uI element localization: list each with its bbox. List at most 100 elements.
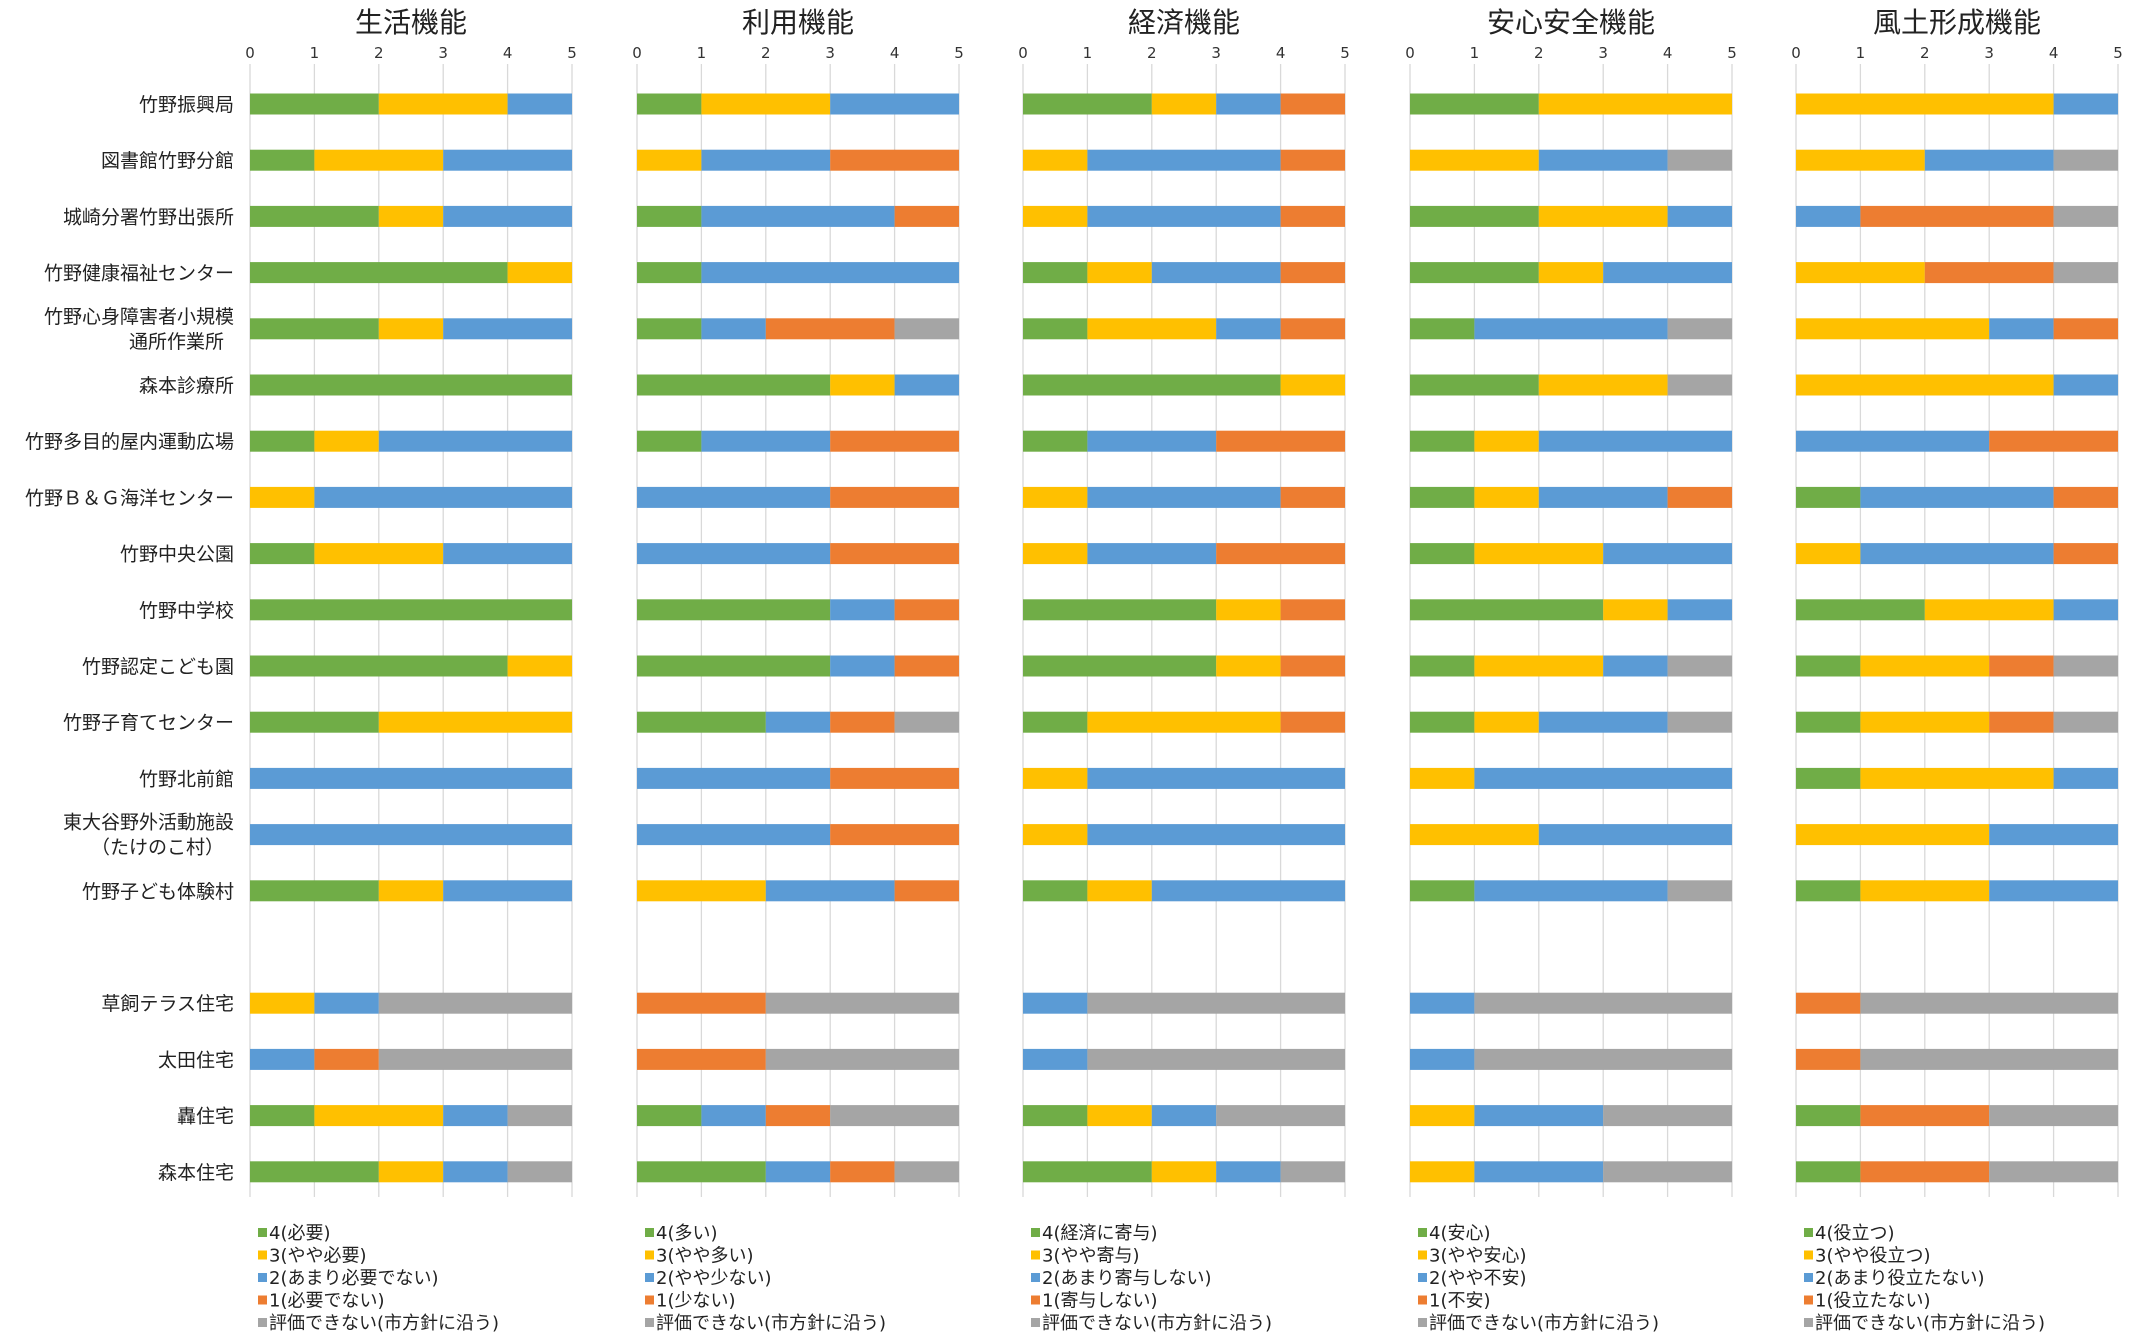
tick-label-3-3: 3 xyxy=(1598,44,1608,62)
tick-label-0-0: 0 xyxy=(245,44,255,62)
tick-label-1-3: 3 xyxy=(825,44,835,62)
legend-label-0-2: 2(あまり必要でない) xyxy=(269,1268,439,1289)
bar-0-18-2 xyxy=(443,1105,508,1127)
bar-3-5-0 xyxy=(1410,374,1539,396)
bar-0-14-0 xyxy=(250,880,379,902)
bar-4-11-3 xyxy=(1989,711,2054,733)
bar-1-0-1 xyxy=(701,93,831,115)
legend-label-4-2: 2(あまり役立たない) xyxy=(1815,1268,1985,1289)
bar-1-14-3 xyxy=(894,880,959,902)
category-label-2: 城崎分署竹野出張所 xyxy=(63,206,234,228)
bar-2-2-3 xyxy=(1280,205,1345,227)
bar-1-6-2 xyxy=(701,430,831,452)
category-label-1: 図書館竹野分館 xyxy=(101,150,234,172)
bar-4-7-3 xyxy=(2053,486,2118,508)
bar-3-5-1 xyxy=(1538,374,1668,396)
bar-0-17-2 xyxy=(250,1048,315,1070)
legend-swatch-1-3 xyxy=(645,1295,654,1305)
bar-4-17-4 xyxy=(1860,1048,2118,1070)
bar-2-6-0 xyxy=(1023,430,1088,452)
legend-label-2-3: 1(寄与しない) xyxy=(1042,1291,1158,1312)
bar-4-12-0 xyxy=(1796,767,1861,789)
bar-3-2-0 xyxy=(1410,205,1539,227)
bar-3-19-4 xyxy=(1603,1161,1732,1183)
bar-3-9-2 xyxy=(1667,599,1732,621)
bar-2-9-1 xyxy=(1216,599,1281,621)
bar-2-4-1 xyxy=(1087,318,1217,340)
bar-2-5-0 xyxy=(1023,374,1281,396)
tick-label-2-5: 5 xyxy=(1340,44,1350,62)
legend-swatch-3-0 xyxy=(1418,1228,1427,1237)
bar-0-7-1 xyxy=(250,486,315,508)
bar-2-13-1 xyxy=(1023,824,1088,846)
bar-2-16-4 xyxy=(1087,992,1345,1014)
bar-0-1-1 xyxy=(314,149,444,171)
tick-label-2-3: 3 xyxy=(1211,44,1221,62)
bar-3-0-1 xyxy=(1538,93,1732,115)
legend-label-1-2: 2(やや少ない) xyxy=(656,1268,772,1289)
bar-2-4-3 xyxy=(1280,318,1345,340)
tick-label-3-5: 5 xyxy=(1727,44,1737,62)
legend-swatch-1-1 xyxy=(645,1250,654,1260)
bar-1-0-2 xyxy=(830,93,959,115)
legend-swatch-3-2 xyxy=(1418,1273,1427,1282)
bar-0-13-2 xyxy=(250,824,572,846)
bar-3-3-1 xyxy=(1538,262,1604,284)
bar-0-6-1 xyxy=(314,430,379,452)
bar-0-6-2 xyxy=(378,430,572,452)
tick-label-2-1: 1 xyxy=(1083,44,1093,62)
tick-label-2-0: 0 xyxy=(1018,44,1028,62)
bar-4-2-4 xyxy=(2053,205,2118,227)
bar-1-11-3 xyxy=(830,711,895,733)
tick-label-1-1: 1 xyxy=(697,44,707,62)
bar-2-0-1 xyxy=(1151,93,1217,115)
bar-1-14-1 xyxy=(637,880,766,902)
legend-swatch-0-2 xyxy=(258,1273,267,1282)
bar-3-17-2 xyxy=(1410,1048,1475,1070)
tick-label-4-2: 2 xyxy=(1920,44,1930,62)
bar-4-10-4 xyxy=(2053,655,2118,677)
bar-3-11-4 xyxy=(1667,711,1732,733)
bar-1-2-2 xyxy=(701,205,895,227)
bar-0-3-0 xyxy=(250,262,508,284)
bar-4-1-2 xyxy=(1924,149,2054,171)
bar-0-2-2 xyxy=(443,205,572,227)
bar-0-16-1 xyxy=(250,992,315,1014)
legend-swatch-3-3 xyxy=(1418,1295,1427,1305)
bar-4-0-1 xyxy=(1796,93,2054,115)
bar-4-3-3 xyxy=(1924,262,2054,284)
bar-1-9-2 xyxy=(830,599,895,621)
bar-4-18-0 xyxy=(1796,1105,1861,1127)
category-label-line-13-1: （たけのこ村） xyxy=(91,837,224,859)
bar-2-3-3 xyxy=(1280,262,1345,284)
bar-0-17-3 xyxy=(314,1048,379,1070)
category-label-5: 森本診療所 xyxy=(139,375,234,397)
bar-0-16-2 xyxy=(314,992,379,1014)
bar-0-4-0 xyxy=(250,318,379,340)
bar-4-10-1 xyxy=(1860,655,1990,677)
bar-4-3-4 xyxy=(2053,262,2118,284)
legend-label-2-4: 評価できない(市方針に沿う) xyxy=(1042,1313,1272,1334)
bar-3-6-1 xyxy=(1474,430,1539,452)
category-label-6: 竹野多目的屋内運動広場 xyxy=(25,431,234,453)
bar-1-16-3 xyxy=(637,992,766,1014)
bar-3-9-0 xyxy=(1410,599,1604,621)
bar-1-1-2 xyxy=(701,149,831,171)
bar-4-8-1 xyxy=(1796,543,1861,565)
bar-1-9-3 xyxy=(894,599,959,621)
tick-label-2-4: 4 xyxy=(1276,44,1286,62)
category-label-18: 轟住宅 xyxy=(177,1106,234,1128)
bar-2-8-3 xyxy=(1216,543,1345,565)
legend-swatch-1-2 xyxy=(645,1273,654,1282)
bar-4-4-2 xyxy=(1989,318,2054,340)
bar-3-4-0 xyxy=(1410,318,1475,340)
legend-swatch-0-1 xyxy=(258,1250,267,1260)
category-label-9: 竹野中学校 xyxy=(139,600,234,622)
bar-1-5-1 xyxy=(830,374,895,396)
bar-1-17-3 xyxy=(637,1048,766,1070)
bar-1-5-0 xyxy=(637,374,831,396)
legend-swatch-2-2 xyxy=(1031,1273,1040,1282)
bar-3-11-0 xyxy=(1410,711,1475,733)
bar-1-4-4 xyxy=(894,318,959,340)
bar-2-16-2 xyxy=(1023,992,1088,1014)
